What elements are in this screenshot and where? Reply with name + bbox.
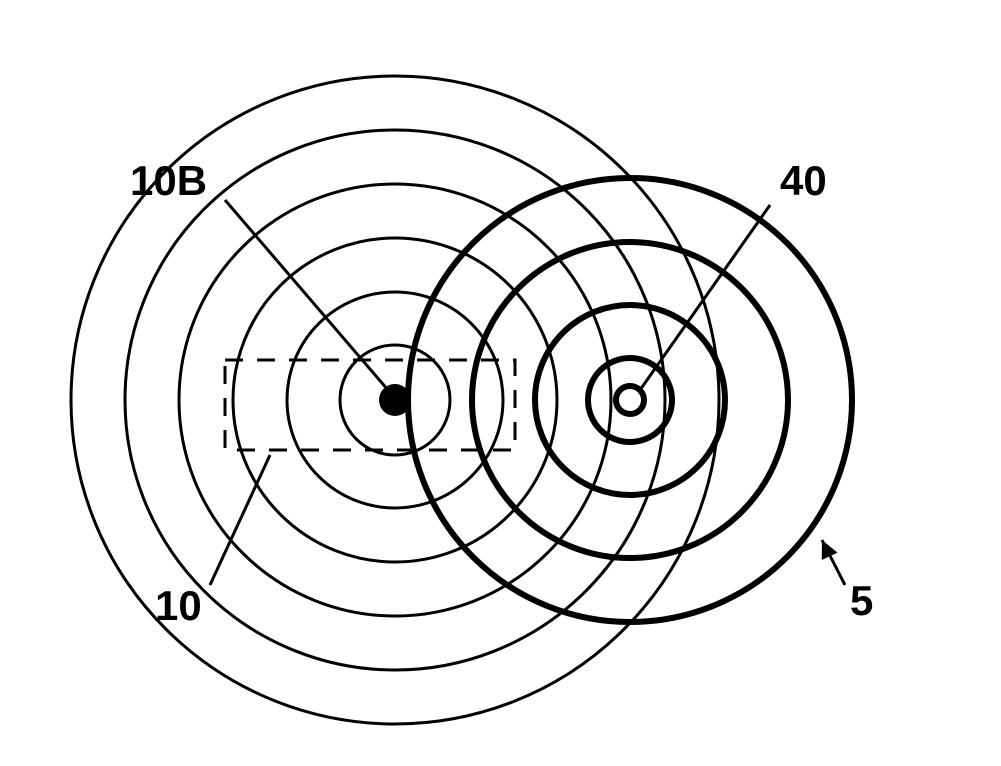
leader-arrow-5 — [822, 540, 845, 585]
label-40: 40 — [780, 157, 827, 204]
leader-line-10 — [210, 455, 270, 585]
left-source-marker — [379, 384, 411, 416]
label-5: 5 — [850, 577, 873, 624]
label-10: 10 — [155, 582, 202, 629]
right-source-marker — [616, 386, 644, 414]
label-10B: 10B — [130, 157, 207, 204]
